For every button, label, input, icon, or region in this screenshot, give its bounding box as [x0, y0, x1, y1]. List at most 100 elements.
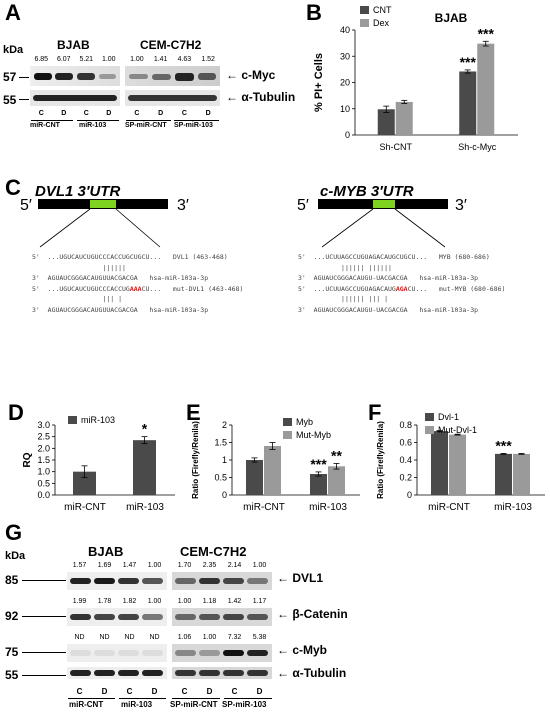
y-tick-label: 0.0: [37, 490, 50, 500]
protein-label: ← DVL1: [277, 571, 324, 585]
quant-value: 1.69: [97, 562, 112, 569]
sequence-line: 3' AGUAUCGGGACAUGUUACGACGA hsa-miR-103a-…: [32, 305, 209, 314]
y-tick-label: 1.5: [214, 438, 227, 448]
y-axis-label: % PI+ Cells: [313, 53, 325, 112]
legend-swatch: [283, 431, 292, 439]
prime3-label: 3′: [455, 197, 467, 214]
mutated-bases: AAA: [129, 284, 142, 293]
quant-row: 1.00 1.18 1.42 1.17: [172, 598, 272, 605]
group-label: miR-103: [121, 700, 153, 709]
bar: [431, 431, 448, 495]
mw-marker: 75: [5, 645, 19, 659]
quant-row: 1.57 1.69 1.47 1.00: [67, 562, 167, 569]
quant-value: 1.00: [147, 598, 162, 605]
chart-title: BJAB: [435, 11, 468, 25]
bar: [495, 453, 512, 495]
quant-value: 1.82: [122, 598, 137, 605]
bar: [513, 453, 530, 495]
quant-row: 1.06 1.00 7.32 5.38: [172, 634, 272, 641]
quant-value: 1.17: [252, 598, 267, 605]
cell-line-cem: CEM-C7H2: [180, 544, 247, 559]
panel-label-f: F: [368, 400, 382, 425]
bar: [477, 43, 495, 135]
significance-marker: ***: [310, 456, 327, 472]
arrow-left-icon: ←: [277, 666, 293, 680]
bar: [133, 440, 156, 495]
quant-value: ND: [99, 634, 110, 641]
bar: [449, 434, 466, 495]
group-label: SP-miR-CNT: [125, 122, 167, 129]
significance-marker: ***: [495, 437, 512, 453]
y-tick-label: 1.0: [37, 467, 50, 477]
quant-value: 1.78: [97, 598, 112, 605]
mw-tick: [19, 77, 29, 78]
quant-value: ND: [149, 634, 160, 641]
cell-line-cem: CEM-C7H2: [140, 38, 202, 52]
quant-value: 1.00: [101, 56, 116, 63]
utr-bar-cmyb: [318, 199, 448, 209]
y-tick-label: 30: [340, 51, 350, 61]
legend-swatch: [425, 426, 434, 434]
panel-label-g: G: [5, 520, 23, 545]
y-tick-label: 2.5: [37, 432, 50, 442]
significance-marker: *: [142, 421, 148, 437]
x-category-label: miR-CNT: [243, 502, 285, 513]
lane-label: D: [151, 687, 158, 696]
group-label: SP-miR-103: [222, 700, 267, 709]
quant-value: 2.14: [227, 562, 242, 569]
lane-label: C: [83, 110, 89, 117]
kda-label: kDa: [5, 550, 26, 562]
sequence-line: 3' AGUAUCGGGACAUGUUACGACGA hsa-miR-103a-…: [32, 274, 209, 282]
blot-cmyc-cem: [125, 66, 220, 86]
group-label: SP-miR-103: [174, 122, 213, 129]
quant-value: 6.07: [56, 56, 71, 63]
protein-label-tubulin: ← α-Tubulin: [226, 90, 296, 104]
y-axis-label: RQ: [22, 452, 33, 467]
lane-label: D: [206, 687, 213, 696]
y-tick-label: 0.8: [399, 420, 412, 430]
prime5-label: 5′: [297, 197, 309, 214]
legend-label: Mut-Dvl-1: [438, 425, 477, 435]
y-tick-label: 0.6: [399, 438, 412, 448]
arrow-left-icon: ←: [277, 607, 293, 621]
legend-label: Dex: [373, 18, 390, 28]
x-category-label: Sh-CNT: [379, 142, 412, 152]
panel-label-a: A: [5, 0, 21, 25]
legend-label: Mut-Myb: [296, 430, 331, 440]
mw-marker: 55: [3, 93, 17, 107]
arrow-left-icon: ←: [226, 90, 238, 104]
sequence-line: |||||| ||||||: [313, 263, 392, 272]
chart-f: 0 0.2 0.4 0.6 0.8 Ratio (Firefly/Renila) miR-C…: [376, 412, 545, 513]
legend-swatch: [360, 19, 369, 27]
legend-label: Myb: [296, 417, 313, 427]
x-category-label: Sh-c-Myc: [458, 142, 496, 152]
lane-labels-bjab: C D C D: [67, 687, 167, 696]
panel-label-e: E: [186, 400, 201, 425]
y-tick-label: 2.0: [37, 443, 50, 453]
quant-value: 1.57: [72, 562, 87, 569]
x-category-label: miR-103: [126, 502, 164, 513]
lane-label: D: [158, 110, 164, 117]
lane-label: C: [181, 110, 187, 117]
lane-label: D: [256, 687, 263, 696]
y-tick-label: 0.2: [399, 473, 412, 483]
quant-value: 7.32: [227, 634, 242, 641]
quant-value: 1.99: [72, 598, 87, 605]
quant-value: 6.85: [34, 56, 49, 63]
legend-swatch: [68, 416, 77, 424]
quant-value: 1.00: [177, 598, 192, 605]
group-label: miR-CNT: [30, 122, 60, 129]
x-category-label: miR-103: [309, 502, 347, 513]
panel-label-b: B: [306, 0, 322, 25]
lane-label: D: [106, 110, 112, 117]
lane-labels-cem: C D C D: [172, 687, 272, 696]
legend-swatch: [283, 418, 292, 426]
quant-row-cem: 1.00 1.41 4.63 1.52: [125, 56, 220, 63]
lane-label: C: [76, 687, 83, 696]
quant-value: 1.00: [130, 56, 144, 63]
bar: [328, 466, 345, 495]
bar: [377, 109, 395, 135]
y-tick-label: 20: [340, 78, 350, 88]
protein-label: ← β-Catenin: [277, 607, 348, 621]
chart-b: BJAB 0 10 20 30 40 % PI+ Cells Sh-CNT Sh-c-Myc *…: [313, 5, 518, 152]
